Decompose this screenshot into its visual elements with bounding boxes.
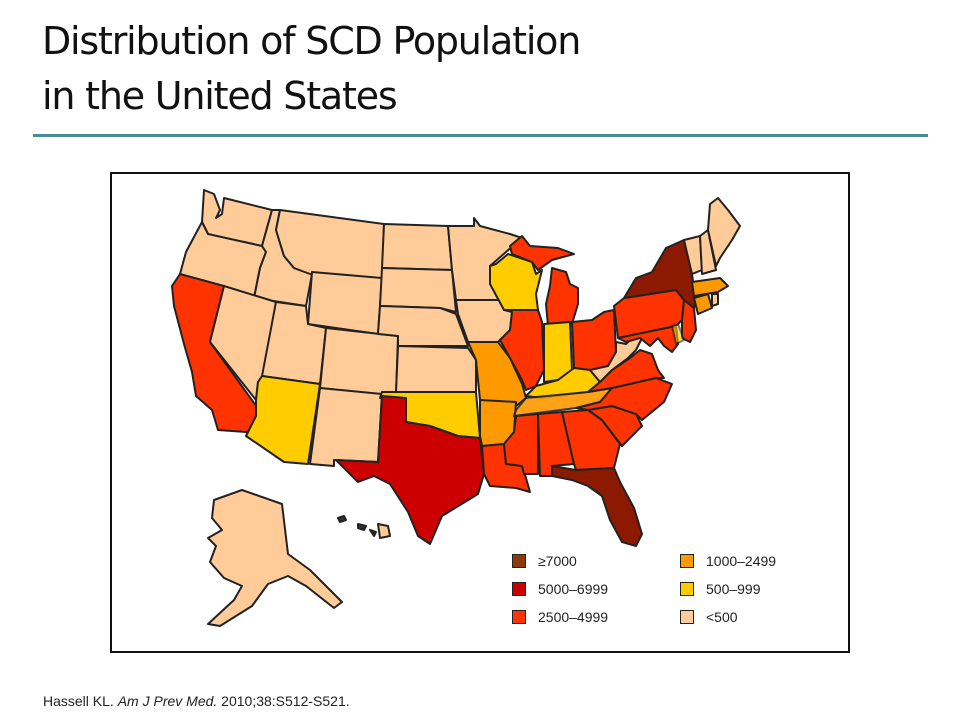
legend-swatch-1000-2499 <box>680 554 694 568</box>
state-FL <box>551 465 643 547</box>
state-WV <box>589 337 643 383</box>
us-choropleth-map: ≥7000 5000–6999 2500–4999 1000–2499 500–… <box>110 172 850 653</box>
state-CA <box>171 273 269 433</box>
legend-label: 1000–2499 <box>706 553 777 569</box>
state-ND <box>381 223 453 271</box>
state-ME <box>707 197 741 267</box>
state-TX <box>335 395 485 545</box>
state-IL <box>499 309 545 391</box>
legend-swatch-5000-6999 <box>512 582 526 596</box>
state-NH <box>699 229 717 275</box>
page-title: Distribution of SCD Population in the Un… <box>42 14 581 124</box>
citation: Hassell KL. Am J Prev Med. 2010;38:S512-… <box>43 693 350 709</box>
citation-details: 2010;38:S512-S521. <box>217 693 350 709</box>
state-KS <box>395 345 477 393</box>
state-MN <box>447 217 523 301</box>
state-OH <box>571 309 617 371</box>
state-NC <box>575 377 673 421</box>
map-svg <box>171 189 741 627</box>
title-divider <box>33 134 928 137</box>
legend-swatch-500-999 <box>680 582 694 596</box>
legend-label: <500 <box>706 609 738 625</box>
title-line-2: in the United States <box>42 74 398 118</box>
state-CT <box>693 293 713 315</box>
state-CO <box>319 327 399 397</box>
state-AZ <box>245 375 321 465</box>
legend-item: 5000–6999 <box>512 580 608 598</box>
state-DE <box>671 323 685 345</box>
legend-label: 2500–4999 <box>538 609 609 625</box>
legend-swatch-lt500 <box>680 610 694 624</box>
legend-label: 500–999 <box>706 581 761 597</box>
citation-author: Hassell KL. <box>43 693 118 709</box>
state-NM <box>309 387 383 467</box>
title-line-1: Distribution of SCD Population <box>42 19 581 63</box>
state-MA <box>691 277 729 297</box>
legend-item: 2500–4999 <box>512 608 608 626</box>
legend-item: 1000–2499 <box>680 552 776 570</box>
hi-islands <box>337 515 377 537</box>
legend-item: <500 <box>680 608 738 626</box>
legend-item: 500–999 <box>680 580 761 598</box>
state-AK <box>207 489 343 627</box>
state-MI-lower <box>545 267 579 327</box>
state-MI-upper <box>509 235 575 271</box>
legend-swatch-2500-4999 <box>512 610 526 624</box>
legend-item: ≥7000 <box>512 552 577 570</box>
legend-swatch-ge7000 <box>512 554 526 568</box>
legend-label: ≥7000 <box>538 553 577 569</box>
state-RI <box>711 293 719 307</box>
state-WY <box>307 271 383 335</box>
state-HI <box>377 523 391 539</box>
legend-label: 5000–6999 <box>538 581 609 597</box>
citation-journal: Am J Prev Med. <box>117 693 218 709</box>
